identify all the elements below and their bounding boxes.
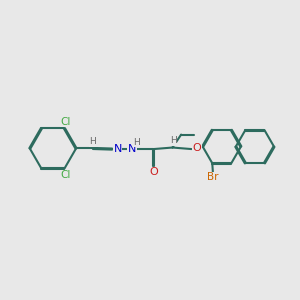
Text: O: O: [193, 142, 202, 152]
Text: H: H: [134, 138, 140, 147]
Text: H: H: [170, 136, 176, 145]
Text: H: H: [90, 137, 96, 146]
Text: N: N: [128, 144, 136, 154]
Text: O: O: [149, 167, 158, 177]
Text: Cl: Cl: [61, 117, 71, 127]
Text: Cl: Cl: [61, 170, 71, 180]
Text: Br: Br: [207, 172, 219, 182]
Text: N: N: [113, 144, 122, 154]
